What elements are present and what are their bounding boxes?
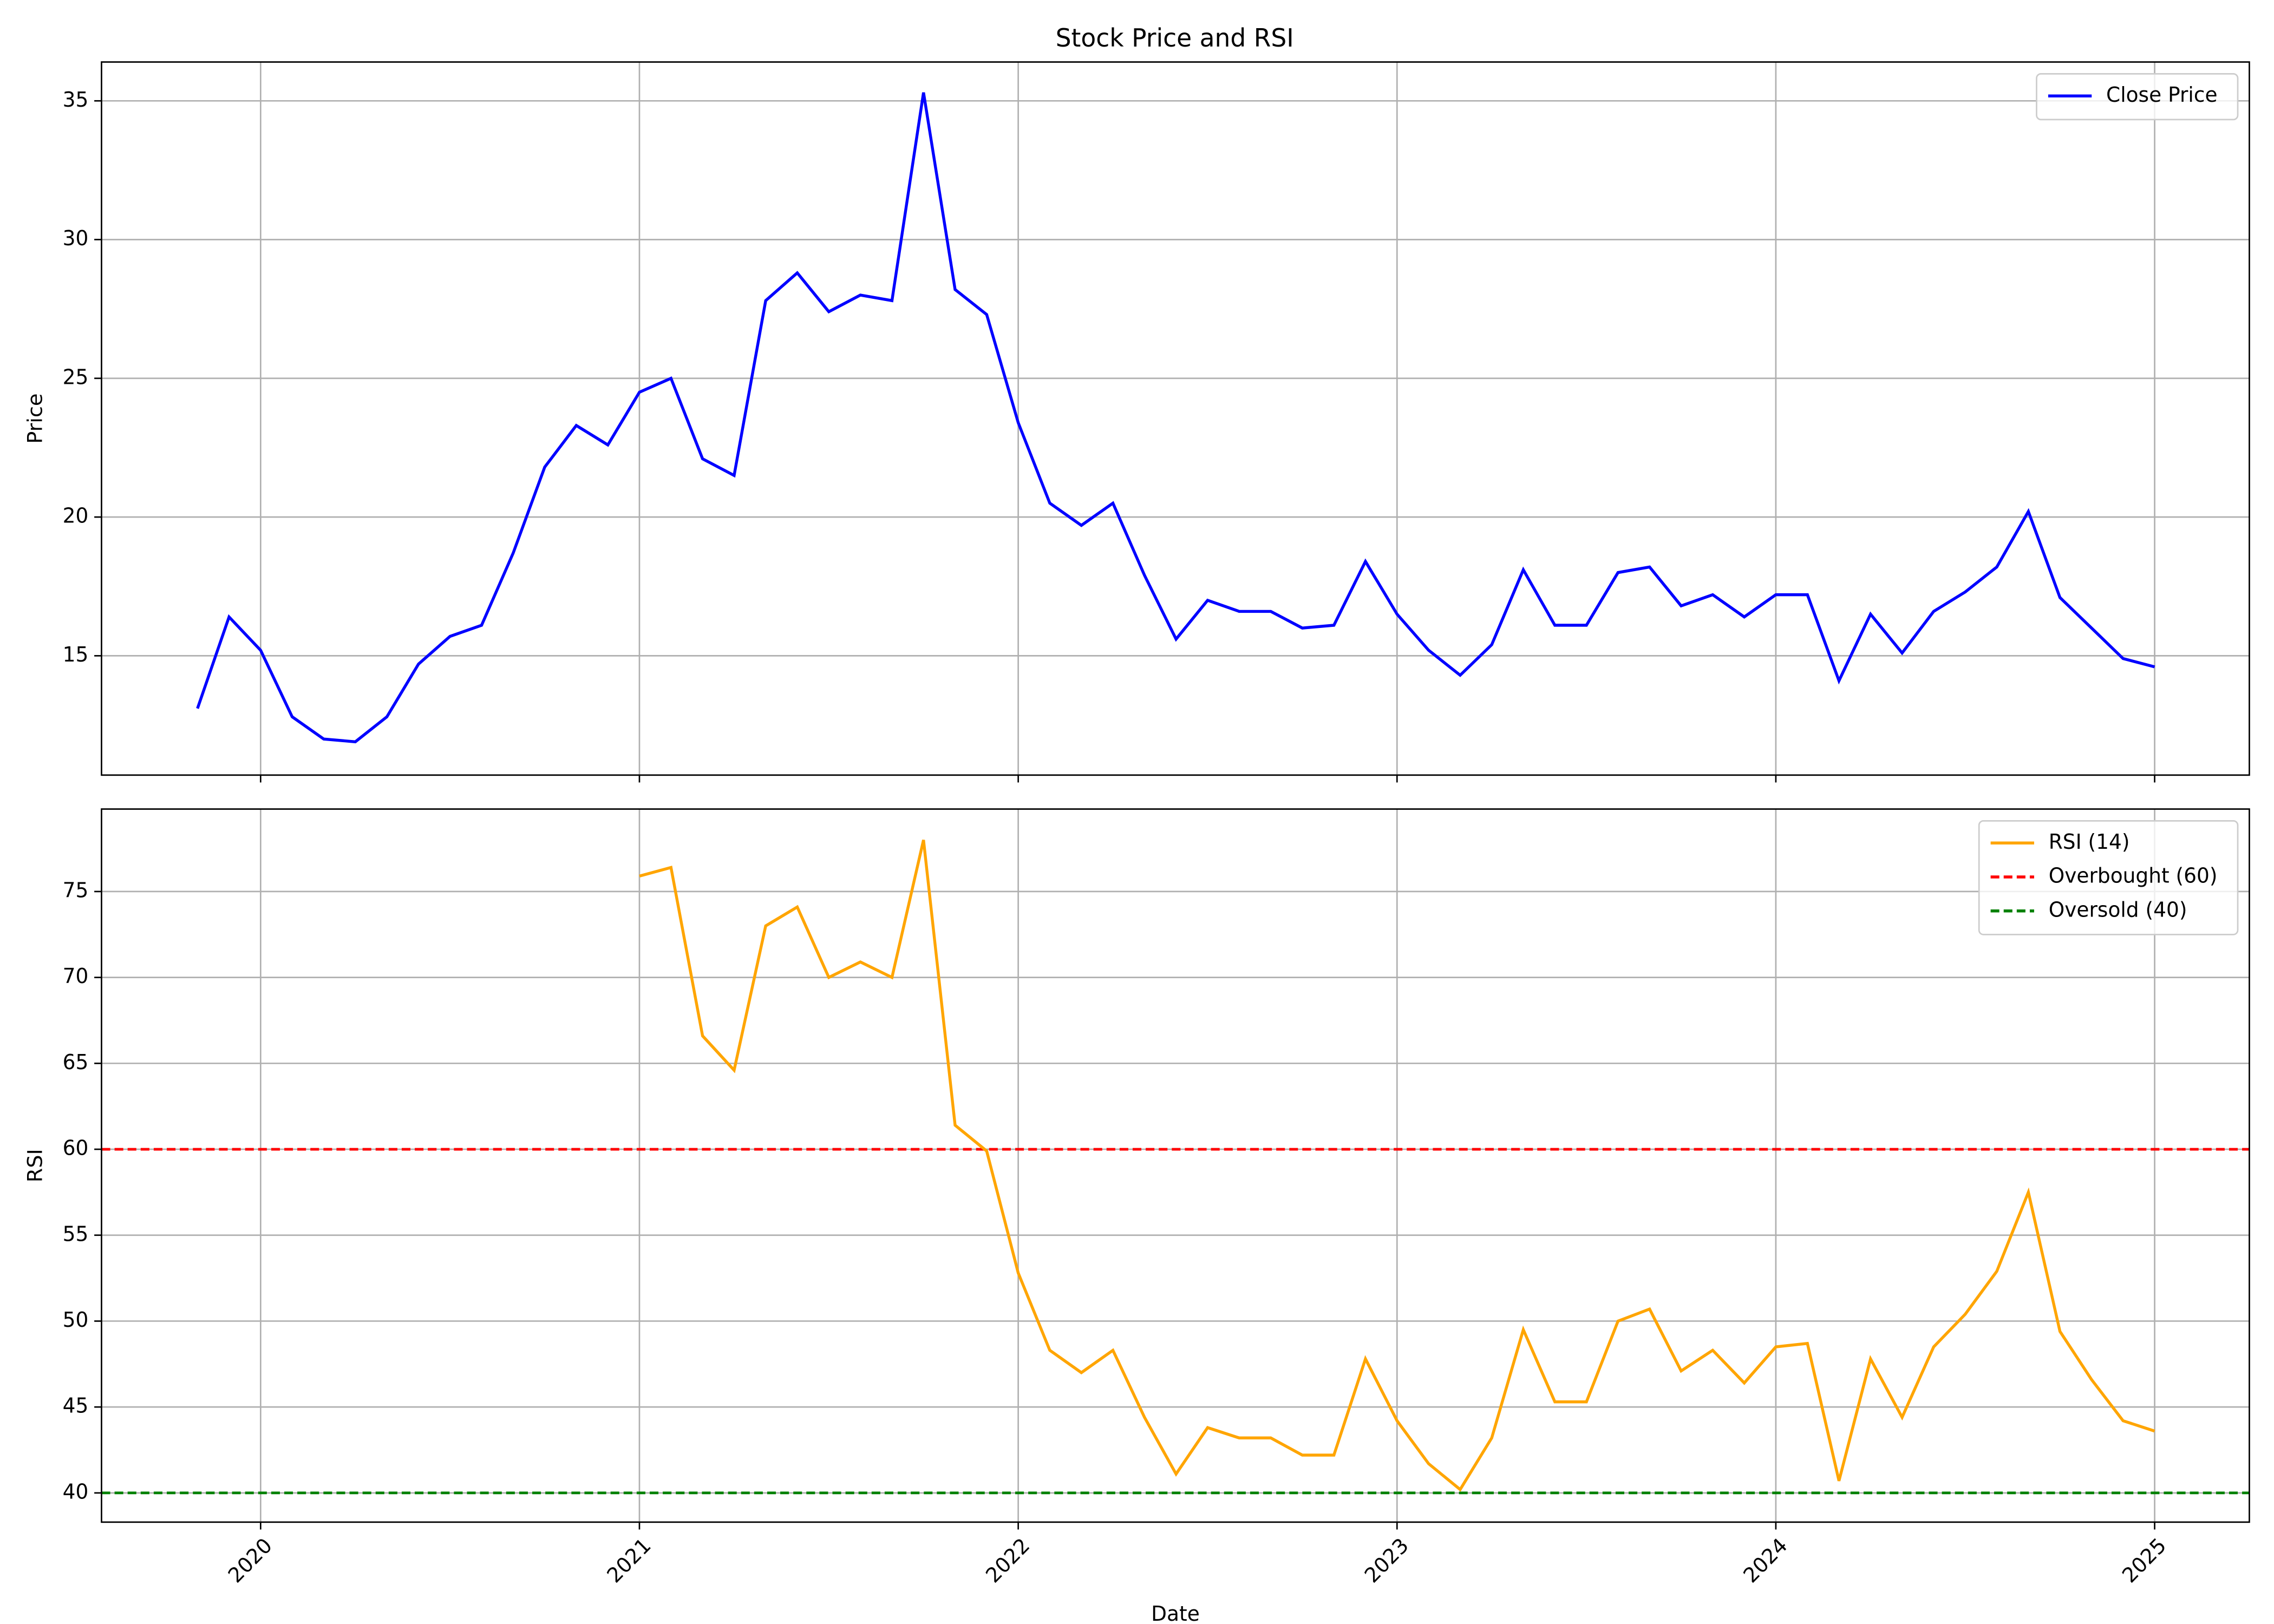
y-tick-label: 25 xyxy=(63,365,89,389)
legend-label: RSI (14) xyxy=(2049,830,2130,854)
legend-label: Oversold (40) xyxy=(2049,898,2187,921)
y-tick-label: 70 xyxy=(63,964,89,988)
legend-box xyxy=(2036,73,2239,121)
y-tick-label: 45 xyxy=(63,1393,89,1417)
data-line xyxy=(196,92,2155,744)
y-axis-label: Price xyxy=(23,394,47,444)
legend-box xyxy=(1978,820,2239,935)
legend-label: Overbought (60) xyxy=(2049,863,2218,887)
y-tick-label: 65 xyxy=(63,1050,89,1074)
y-tick-label: 55 xyxy=(63,1222,89,1246)
y-tick-label: 30 xyxy=(63,226,89,250)
y-tick-label: 15 xyxy=(63,643,89,666)
figure-title: Stock Price and RSI xyxy=(1056,23,1294,53)
y-tick-label: 20 xyxy=(63,503,89,527)
legend: RSI (14) Overbought (60) Oversold (40) xyxy=(1978,820,2239,935)
y-tick-label: 50 xyxy=(63,1308,89,1332)
x-axis-label: Date xyxy=(1151,1602,1200,1624)
plot-frame xyxy=(101,808,2250,1523)
plot-frame xyxy=(101,61,2250,776)
data-line xyxy=(639,840,2155,1492)
y-tick-label: 60 xyxy=(63,1136,89,1160)
y-tick-label: 75 xyxy=(63,878,89,902)
y-tick-label: 35 xyxy=(63,88,89,112)
y-axis-label: RSI xyxy=(23,1149,47,1182)
y-tick-label: 40 xyxy=(63,1479,89,1503)
legend: Close Price xyxy=(2036,73,2239,121)
legend-label: Close Price xyxy=(2106,83,2217,107)
